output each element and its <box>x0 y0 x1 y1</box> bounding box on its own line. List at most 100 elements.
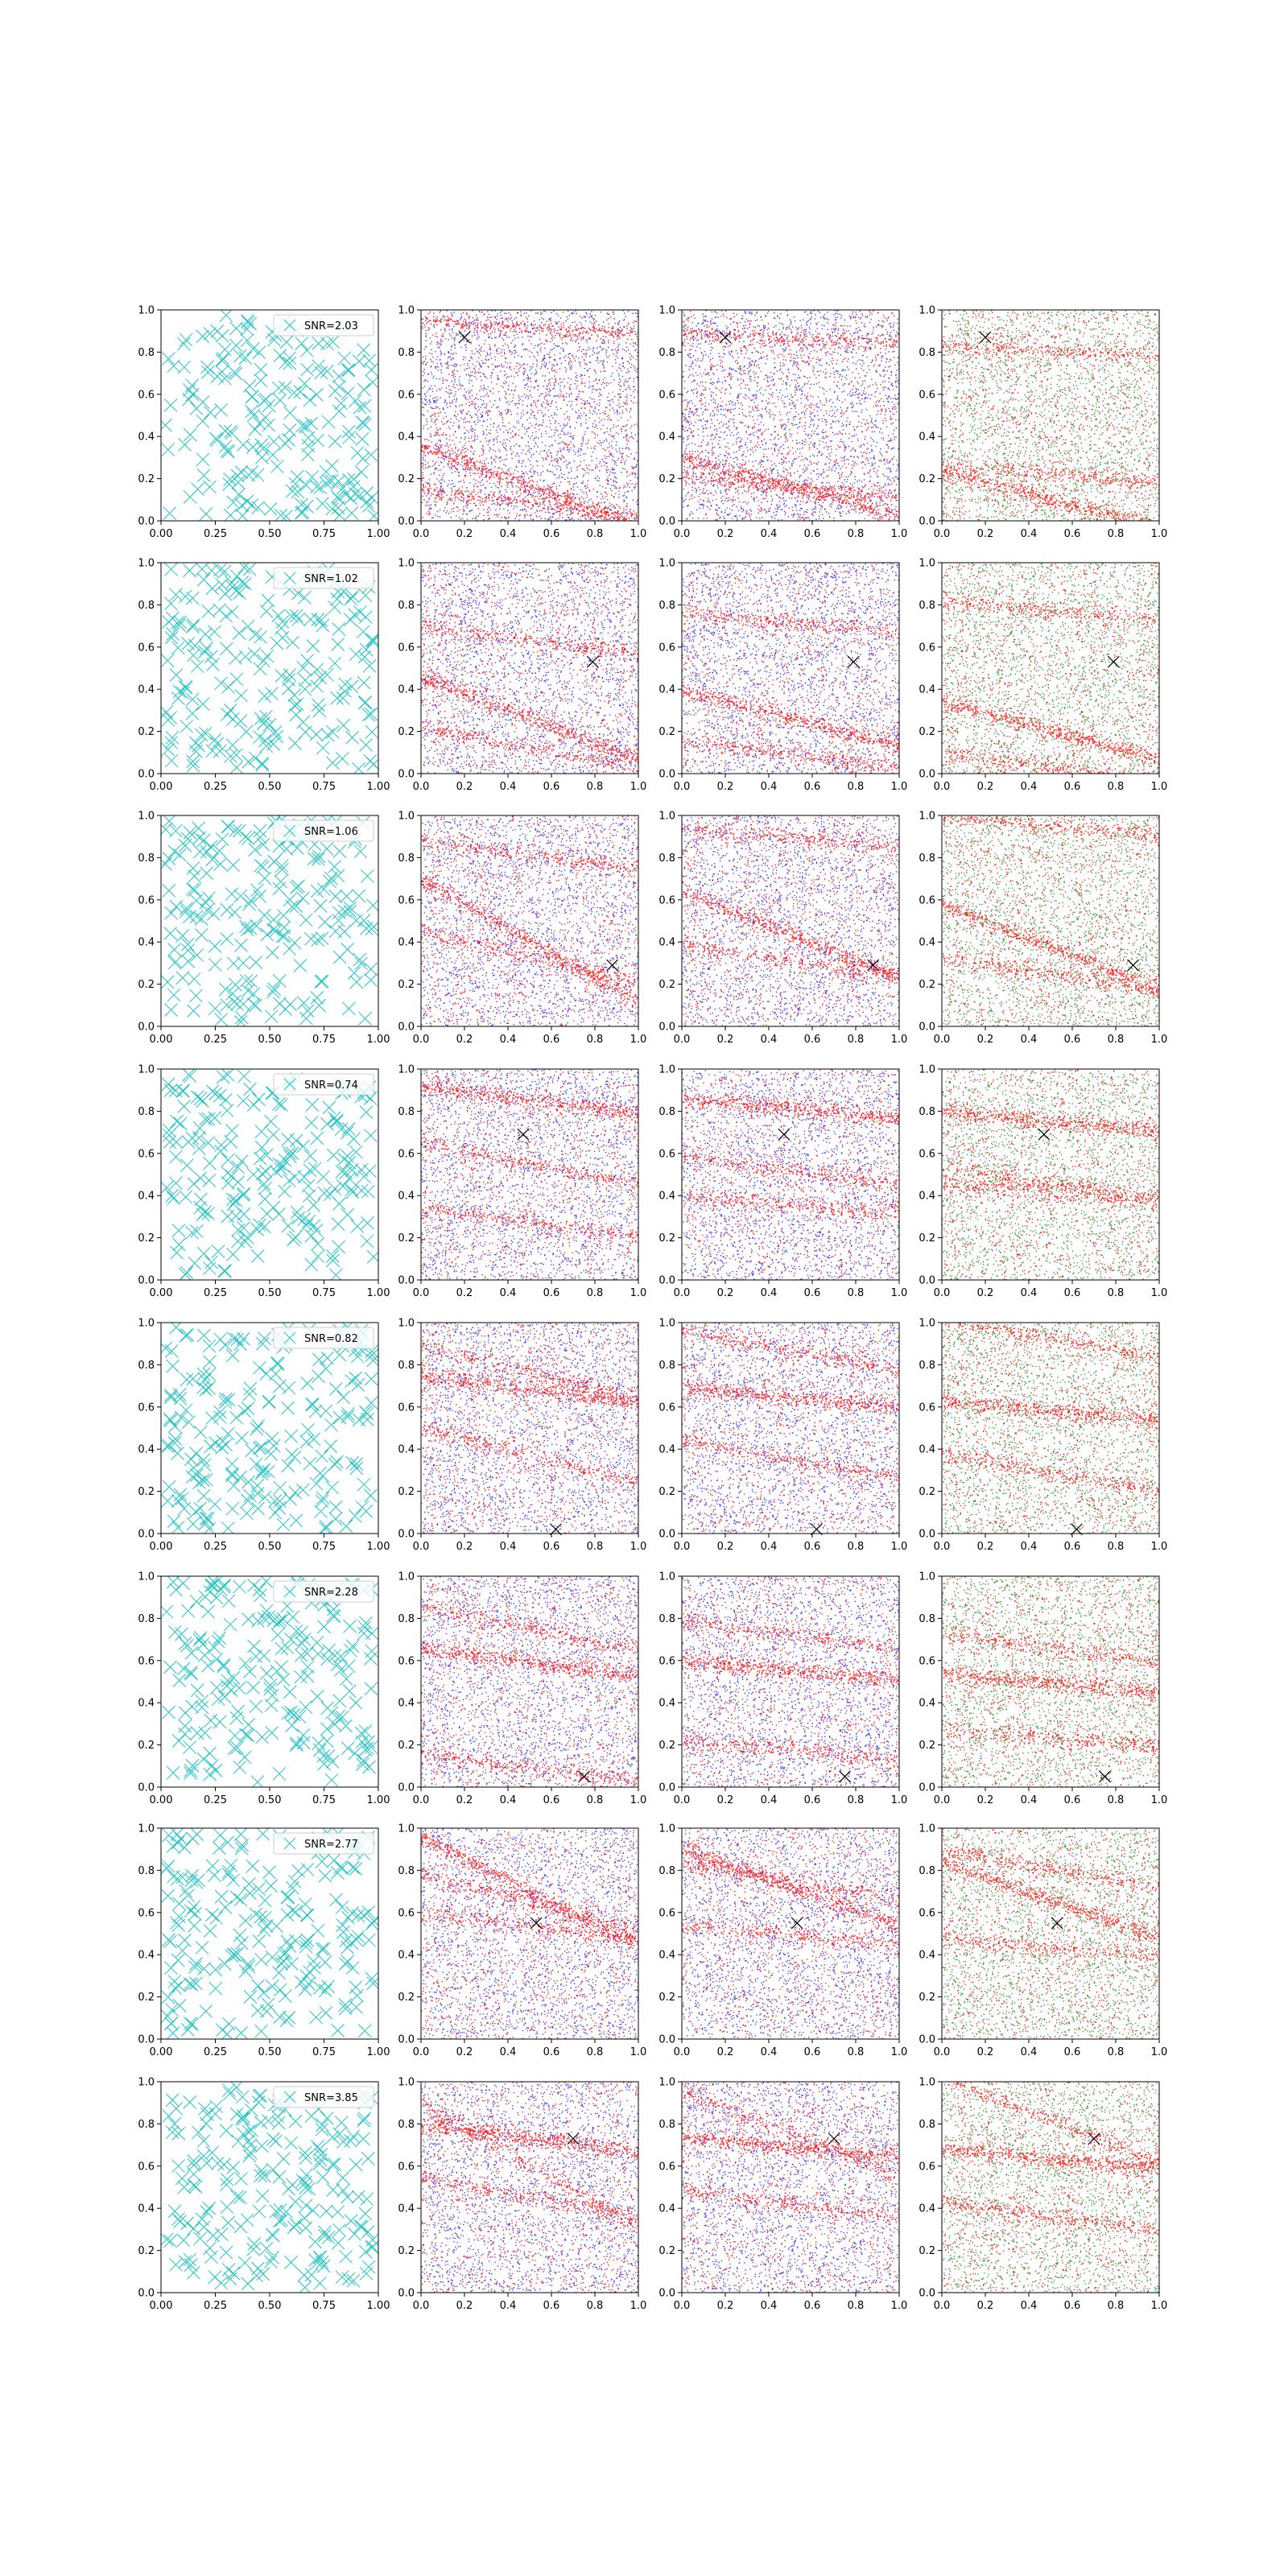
y-tick-label: 0.6 <box>138 1907 155 1919</box>
x-tick-label: 1.00 <box>367 528 390 540</box>
subplot-scatter-6-2: 0.0 0.2 0.4 0.6 0.8 1.00.00.20.40.60.81.0 <box>658 1571 907 1807</box>
x-tick-label: 0.4 <box>1021 2300 1038 2312</box>
y-tick-label: 0.4 <box>138 937 155 949</box>
y-tick-label: 0.8 <box>658 1613 675 1625</box>
y-tick-label: 0.8 <box>658 600 675 612</box>
x-tick-label: 0.8 <box>587 1287 604 1299</box>
background-points <box>942 1828 1160 2040</box>
x-tick-label: 0.25 <box>204 1541 227 1553</box>
y-tick-label: 0.8 <box>138 2119 155 2131</box>
y-tick-label: 1.0 <box>658 1318 675 1330</box>
x-tick-label: 0.8 <box>1108 528 1125 540</box>
x-tick-label: 0.6 <box>543 1034 560 1046</box>
signal-points <box>942 563 1160 774</box>
subplot-scatter-8-2: 0.0 0.2 0.4 0.6 0.8 1.00.00.20.40.60.81.0 <box>658 2077 907 2313</box>
background-points <box>421 310 639 522</box>
x-tick-label: 0.4 <box>1021 1287 1038 1299</box>
y-tick-label: 0.4 <box>919 431 935 444</box>
x-tick-label: 0.25 <box>204 1034 227 1046</box>
subplot-template-8: 0.00 0.25 0.50 0.75 1.000.00.20.40.60.81.0SN… <box>138 2077 390 2313</box>
x-tick-label: 0.6 <box>804 1541 821 1553</box>
x-tick-label: 1.0 <box>891 2046 908 2058</box>
signal-points <box>942 1576 1160 1788</box>
y-tick-label: 0.2 <box>138 2245 155 2257</box>
y-tick-label: 0.6 <box>398 1402 415 1414</box>
x-tick-label: 0.4 <box>761 781 778 793</box>
x-tick-label: 0.8 <box>587 2046 604 2058</box>
y-tick-label: 0.6 <box>658 1655 675 1667</box>
y-tick-label: 1.0 <box>919 811 935 823</box>
x-tick-label: 1.0 <box>1151 1541 1168 1553</box>
x-tick-label: 0.50 <box>258 1794 282 1806</box>
y-tick-label: 0.2 <box>138 1740 155 1752</box>
x-tick-label: 0.2 <box>977 781 994 793</box>
y-tick-label: 0.8 <box>398 2119 415 2131</box>
x-tick-label: 0.2 <box>717 781 734 793</box>
y-tick-label: 1.0 <box>919 1318 935 1330</box>
template-point-markers <box>159 309 380 523</box>
y-tick-label: 0.6 <box>919 2161 935 2173</box>
x-tick-label: 0.4 <box>500 1541 517 1553</box>
y-tick-label: 0.6 <box>919 1907 935 1919</box>
x-tick-label: 0.0 <box>674 1794 691 1806</box>
x-tick-label: 0.4 <box>500 1287 517 1299</box>
x-tick-label: 0.0 <box>674 528 691 540</box>
y-tick-label: 0.4 <box>658 937 675 949</box>
y-tick-label: 1.0 <box>138 305 155 317</box>
x-tick-label: 0.6 <box>543 781 560 793</box>
y-tick-label: 0.2 <box>398 1486 415 1498</box>
y-tick-label: 0.4 <box>658 684 675 696</box>
x-tick-label: 0.6 <box>543 1541 560 1553</box>
y-tick-label: 0.6 <box>919 1148 935 1160</box>
x-tick-label: 0.25 <box>204 528 227 540</box>
x-tick-label: 0.8 <box>587 1034 604 1046</box>
axes-frame <box>942 310 1159 521</box>
x-tick-label: 1.0 <box>891 1794 908 1806</box>
y-tick-label: 0.8 <box>658 2119 675 2131</box>
axes-frame <box>161 1828 378 2039</box>
true-position-marker <box>1038 1129 1050 1140</box>
y-tick-label: 0.6 <box>398 642 415 654</box>
y-tick-label: 0.2 <box>919 1740 935 1752</box>
template-point-markers <box>159 813 380 1028</box>
y-tick-label: 0.8 <box>398 600 415 612</box>
y-tick-label: 0.8 <box>919 600 935 612</box>
y-tick-label: 0.8 <box>138 1106 155 1118</box>
y-tick-label: 0.0 <box>658 1275 675 1287</box>
y-tick-label: 1.0 <box>658 1571 675 1583</box>
subplot-scatter-5-2: 0.0 0.2 0.4 0.6 0.8 1.00.00.20.40.60.81.0 <box>658 1318 907 1554</box>
x-tick-label: 0.00 <box>150 781 173 793</box>
y-tick-label: 0.8 <box>398 1613 415 1625</box>
y-tick-label: 0.8 <box>398 347 415 359</box>
x-tick-label: 0.0 <box>413 1034 430 1046</box>
subplot-template-5: 0.00 0.25 0.50 0.75 1.000.00.20.40.60.81.0SN… <box>138 1318 390 1554</box>
x-tick-label: 0.6 <box>543 528 560 540</box>
template-point-markers <box>160 1827 380 2041</box>
x-tick-label: 0.75 <box>312 1287 336 1299</box>
legend: SNR=2.03 <box>274 315 374 336</box>
subplot-scatter-1-3: 0.0 0.2 0.4 0.6 0.8 1.00.00.20.40.60.81.0 <box>919 305 1167 541</box>
x-tick-label: 1.0 <box>630 2300 647 2312</box>
background-points <box>682 815 900 1027</box>
x-tick-label: 0.50 <box>258 2300 282 2312</box>
background-points <box>942 310 1160 522</box>
y-tick-label: 0.8 <box>138 600 155 612</box>
x-tick-label: 0.4 <box>500 781 517 793</box>
x-tick-label: 1.0 <box>1151 528 1168 540</box>
y-tick-label: 0.8 <box>919 1865 935 1877</box>
y-tick-label: 0.8 <box>138 852 155 865</box>
y-tick-label: 0.0 <box>398 1782 415 1794</box>
y-tick-label: 0.6 <box>919 894 935 906</box>
x-tick-label: 0.6 <box>804 1034 821 1046</box>
signal-points <box>942 1069 1160 1281</box>
y-tick-label: 0.6 <box>919 1655 935 1667</box>
x-tick-label: 0.2 <box>456 1541 473 1553</box>
x-tick-label: 0.2 <box>456 1287 473 1299</box>
x-tick-label: 0.8 <box>1108 781 1125 793</box>
y-tick-label: 1.0 <box>398 558 415 570</box>
background-points <box>942 1576 1160 1788</box>
y-tick-label: 0.2 <box>658 979 675 991</box>
x-tick-label: 0.0 <box>413 1794 430 1806</box>
x-tick-label: 0.8 <box>1108 1794 1125 1806</box>
x-tick-label: 1.0 <box>1151 781 1168 793</box>
